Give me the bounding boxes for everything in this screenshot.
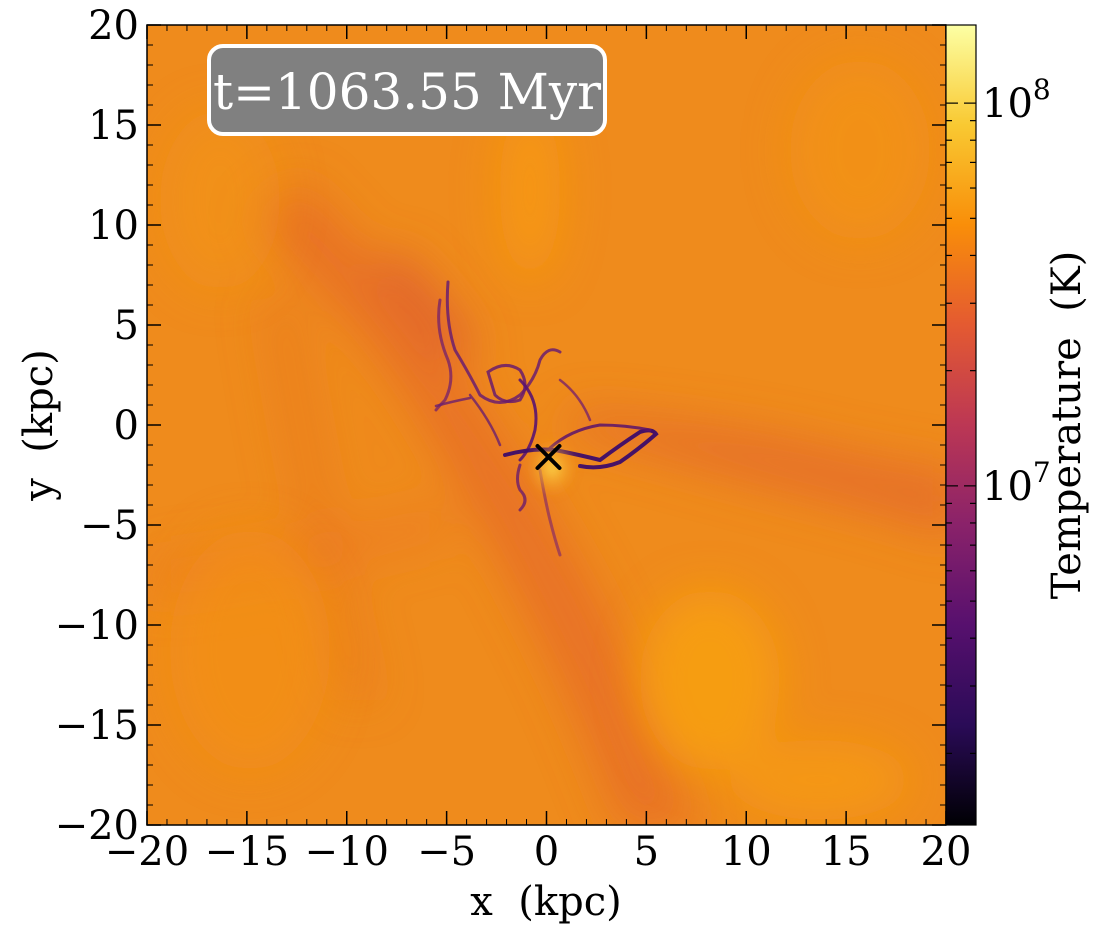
colorbar-tick-label: 108 bbox=[982, 73, 1051, 127]
y-tick-label: −20 bbox=[55, 803, 139, 849]
colorbar-ticks bbox=[946, 102, 976, 754]
x-tick-label: 10 bbox=[721, 829, 772, 875]
x-tick-label: 15 bbox=[821, 829, 872, 875]
x-tick-label: −5 bbox=[417, 829, 476, 875]
time-annotation: t=1063.55 Myr bbox=[207, 44, 607, 136]
time-annotation-box bbox=[207, 44, 607, 136]
x-tick-label: 0 bbox=[534, 829, 559, 875]
temperature-heatmap bbox=[147, 25, 946, 825]
x-axis-label: x (kpc) bbox=[470, 879, 621, 925]
marker-stroke-b bbox=[535, 444, 562, 470]
y-tick-label: −15 bbox=[55, 703, 139, 749]
center-x-marker bbox=[535, 444, 562, 470]
y-tick-label: 10 bbox=[88, 203, 139, 249]
colorbar-gradient bbox=[945, 24, 977, 826]
y-tick-label: 15 bbox=[88, 103, 139, 149]
hot-core bbox=[526, 438, 578, 498]
colorbar-label: Temperature (K) bbox=[1044, 251, 1090, 600]
x-axis-tick-labels: −20 −15 −10 −5 0 5 10 15 20 bbox=[105, 829, 972, 875]
colorbar-tick-label: 107 bbox=[982, 456, 1051, 510]
x-tick-label: 20 bbox=[921, 829, 972, 875]
y-axis-label: y (kpc) bbox=[16, 349, 62, 501]
colorbar-tick-labels: 107 108 bbox=[982, 73, 1051, 510]
time-annotation-text: t=1063.55 Myr bbox=[213, 63, 601, 121]
y-tick-label: −10 bbox=[55, 603, 139, 649]
y-tick-label: −5 bbox=[80, 503, 139, 549]
colorbar: 107 108 Temperature (K) bbox=[945, 24, 1090, 826]
x-tick-label: −15 bbox=[205, 829, 289, 875]
y-tick-label: 20 bbox=[88, 3, 139, 49]
y-tick-label: 0 bbox=[114, 403, 139, 449]
y-axis-ticks bbox=[147, 24, 946, 826]
warm-gas-regions bbox=[160, 60, 930, 820]
x-axis-ticks bbox=[146, 25, 947, 825]
x-tick-label: −20 bbox=[105, 829, 189, 875]
y-tick-label: 5 bbox=[114, 303, 139, 349]
x-tick-label: 5 bbox=[634, 829, 659, 875]
x-tick-label: −10 bbox=[305, 829, 389, 875]
y-axis-tick-labels: −20 −15 −10 −5 0 5 10 15 20 bbox=[55, 3, 139, 849]
